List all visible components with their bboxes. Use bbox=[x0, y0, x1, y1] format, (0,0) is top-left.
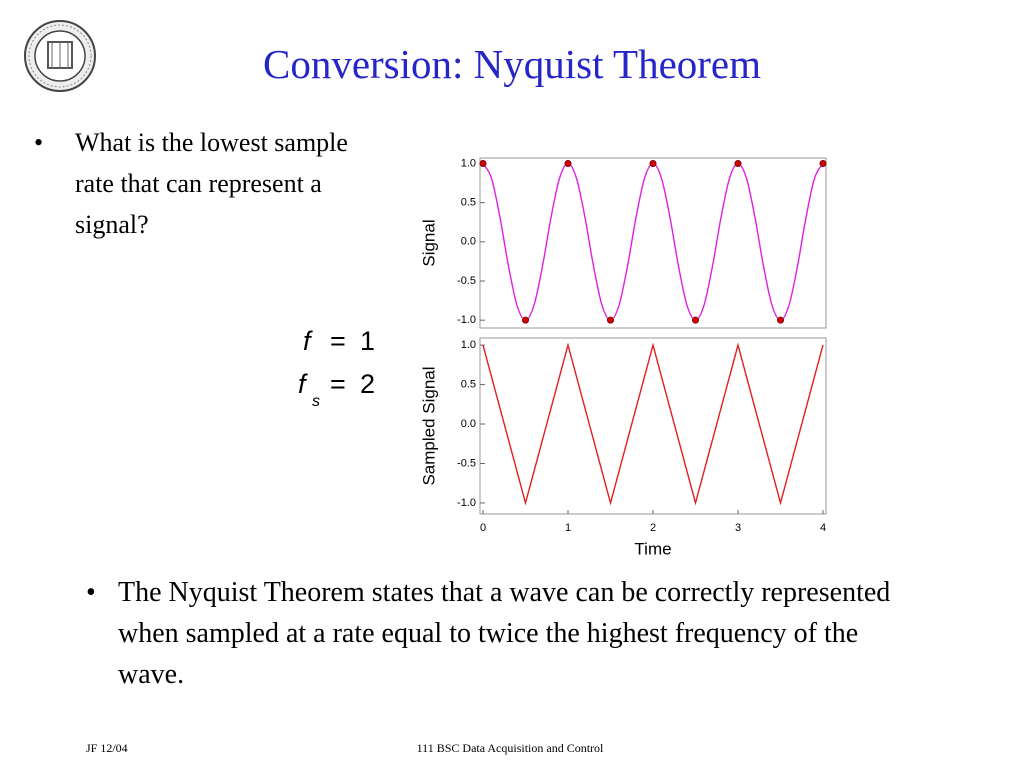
equation: f = 1 bbox=[303, 326, 375, 356]
eq-operator: = bbox=[330, 369, 346, 399]
footer-left: JF 12/04 bbox=[86, 741, 128, 755]
footer-center: 111 BSC Data Acquisition and Control bbox=[416, 741, 604, 755]
bullet: • The Nyquist Theorem states that a wave … bbox=[86, 572, 918, 695]
y-tick-label: 1.0 bbox=[461, 157, 476, 169]
slide-title: Conversion: Nyquist Theorem bbox=[262, 41, 762, 87]
eq-operator: = bbox=[330, 326, 346, 356]
plot-frame bbox=[479, 157, 827, 329]
y-tick-label: 0.5 bbox=[461, 378, 476, 390]
bullet-text: The Nyquist Theorem states that a wave c… bbox=[118, 577, 891, 690]
y-tick-label: -0.5 bbox=[457, 275, 476, 287]
sample-point bbox=[521, 316, 529, 324]
plot-frame bbox=[479, 337, 827, 515]
eq-subscript: s bbox=[312, 393, 320, 410]
bullet: • What is the lowest sample rate that can… bbox=[34, 122, 365, 245]
y-tick-label: -1.0 bbox=[457, 497, 476, 509]
sample-point bbox=[606, 316, 614, 324]
y-tick-label: 0.0 bbox=[461, 418, 476, 430]
university-seal bbox=[24, 20, 96, 92]
sample-point bbox=[819, 159, 827, 167]
x-axis-label: Time bbox=[634, 539, 671, 558]
equation: f s = 2 bbox=[298, 369, 375, 410]
x-tick-label: 1 bbox=[565, 522, 571, 534]
sample-point bbox=[776, 316, 784, 324]
bullet-text: What is the lowest sample rate that can … bbox=[75, 128, 348, 239]
sample-point bbox=[649, 159, 657, 167]
y-tick-label: 0.5 bbox=[461, 197, 476, 209]
y-tick-label: 1.0 bbox=[461, 339, 476, 351]
x-tick-label: 4 bbox=[820, 522, 826, 534]
x-tick-label: 2 bbox=[650, 522, 656, 534]
sample-point bbox=[479, 159, 487, 167]
x-tick-label: 0 bbox=[480, 522, 486, 534]
sample-point bbox=[564, 159, 572, 167]
x-tick-label: 3 bbox=[735, 522, 741, 534]
y-axis-label: Signal bbox=[419, 219, 438, 266]
eq-value: 2 bbox=[360, 369, 375, 399]
eq-symbol: f bbox=[303, 326, 313, 356]
eq-symbol: f bbox=[298, 369, 308, 399]
eq-value: 1 bbox=[360, 326, 375, 356]
signal-line bbox=[482, 342, 824, 506]
sample-point bbox=[691, 316, 699, 324]
y-tick-label: -1.0 bbox=[457, 314, 476, 326]
y-axis-label: Sampled Signal bbox=[419, 366, 438, 485]
y-tick-label: -0.5 bbox=[457, 457, 476, 469]
y-tick-label: 0.0 bbox=[461, 236, 476, 248]
sample-point bbox=[734, 159, 742, 167]
